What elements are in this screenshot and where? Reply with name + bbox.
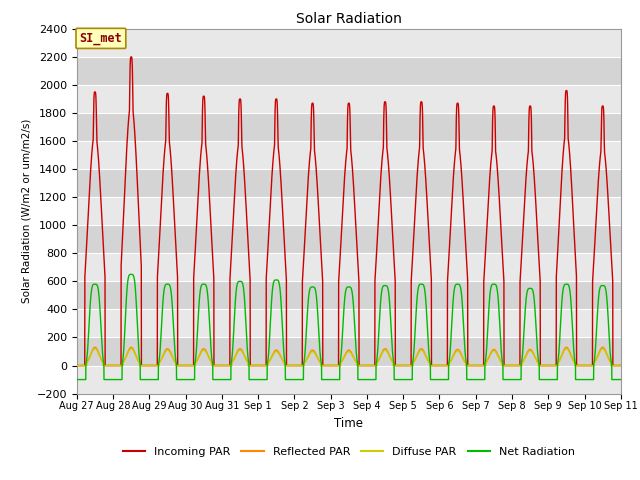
Bar bbox=[77, 57, 621, 85]
Diffuse PAR bbox=[329, 363, 337, 369]
Incoming PAR bbox=[441, 363, 449, 369]
Incoming PAR bbox=[471, 363, 479, 369]
Diffuse PAR bbox=[73, 363, 81, 369]
Reflected PAR bbox=[91, 345, 99, 350]
Legend: Incoming PAR, Reflected PAR, Diffuse PAR, Net Radiation: Incoming PAR, Reflected PAR, Diffuse PAR… bbox=[118, 442, 579, 461]
Text: SI_met: SI_met bbox=[79, 32, 122, 45]
Net Radiation bbox=[502, 377, 509, 383]
Line: Net Radiation: Net Radiation bbox=[77, 275, 621, 380]
Reflected PAR bbox=[617, 363, 625, 369]
Diffuse PAR bbox=[471, 363, 479, 369]
Incoming PAR bbox=[73, 363, 81, 369]
Net Radiation bbox=[441, 377, 449, 383]
Diffuse PAR bbox=[502, 363, 509, 369]
Y-axis label: Solar Radiation (W/m2 or um/m2/s): Solar Radiation (W/m2 or um/m2/s) bbox=[21, 119, 31, 303]
Bar bbox=[77, 281, 621, 310]
Incoming PAR bbox=[171, 221, 179, 227]
Incoming PAR bbox=[329, 363, 337, 369]
Reflected PAR bbox=[502, 363, 509, 369]
Line: Incoming PAR: Incoming PAR bbox=[77, 57, 621, 366]
Bar bbox=[77, 169, 621, 197]
Diffuse PAR bbox=[441, 363, 449, 369]
Title: Solar Radiation: Solar Radiation bbox=[296, 12, 402, 26]
Incoming PAR bbox=[502, 363, 509, 369]
Bar bbox=[77, 225, 621, 253]
Bar bbox=[77, 29, 621, 57]
Line: Diffuse PAR: Diffuse PAR bbox=[77, 348, 621, 366]
Reflected PAR bbox=[171, 359, 179, 364]
Diffuse PAR bbox=[171, 359, 179, 364]
Bar bbox=[77, 113, 621, 141]
Bar bbox=[77, 197, 621, 225]
Line: Reflected PAR: Reflected PAR bbox=[77, 348, 621, 366]
Reflected PAR bbox=[471, 363, 479, 369]
Reflected PAR bbox=[616, 363, 624, 369]
Diffuse PAR bbox=[91, 346, 99, 351]
Reflected PAR bbox=[441, 363, 449, 369]
Net Radiation bbox=[171, 345, 179, 351]
Reflected PAR bbox=[73, 363, 81, 369]
Bar bbox=[77, 85, 621, 113]
Bar bbox=[77, 141, 621, 169]
Bar bbox=[77, 366, 621, 394]
X-axis label: Time: Time bbox=[334, 417, 364, 430]
Net Radiation bbox=[73, 377, 81, 383]
Incoming PAR bbox=[616, 363, 624, 369]
Bar bbox=[77, 253, 621, 281]
Net Radiation bbox=[329, 377, 337, 383]
Incoming PAR bbox=[617, 363, 625, 369]
Reflected PAR bbox=[329, 363, 337, 369]
Diffuse PAR bbox=[616, 363, 624, 369]
Incoming PAR bbox=[127, 54, 135, 60]
Bar bbox=[77, 337, 621, 366]
Net Radiation bbox=[471, 377, 479, 383]
Net Radiation bbox=[616, 377, 624, 383]
Diffuse PAR bbox=[617, 363, 625, 369]
Bar bbox=[77, 310, 621, 337]
Net Radiation bbox=[127, 272, 135, 277]
Net Radiation bbox=[617, 377, 625, 383]
